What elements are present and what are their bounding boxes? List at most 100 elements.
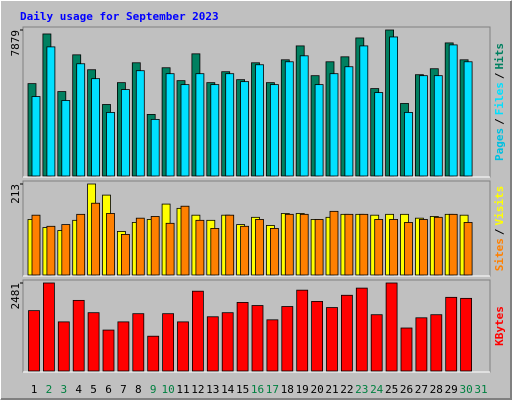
x-tick-label: 23 [355, 383, 368, 396]
bar [269, 228, 279, 276]
bar [370, 314, 383, 372]
bar [61, 224, 71, 276]
bar [314, 84, 324, 177]
bar [162, 313, 175, 372]
bar [266, 319, 279, 372]
bar [344, 66, 354, 177]
legend: Sites / Visits [493, 186, 506, 272]
bar [299, 55, 309, 177]
bar [296, 289, 309, 372]
x-tick-label: 7 [120, 383, 127, 396]
bar [57, 321, 70, 372]
bar [91, 202, 100, 276]
legend-separator: / [493, 118, 506, 125]
bar [281, 306, 294, 372]
bar [448, 44, 458, 177]
bar [180, 205, 190, 276]
bar [61, 100, 71, 177]
x-tick-label: 9 [150, 383, 157, 396]
bar [87, 312, 100, 372]
legend-separator: / [493, 228, 506, 235]
bar [180, 84, 190, 177]
bar [433, 75, 443, 177]
x-tick-label: 11 [176, 383, 189, 396]
bar [284, 61, 294, 177]
x-tick-label: 12 [191, 383, 204, 396]
bar [448, 213, 458, 276]
legend-separator: / [493, 72, 506, 79]
bar [359, 45, 369, 177]
bar [72, 299, 85, 372]
bar [463, 222, 473, 276]
bar [150, 216, 160, 276]
bar [117, 321, 130, 372]
bar [147, 335, 160, 372]
bar [121, 234, 130, 276]
bar [385, 282, 398, 372]
bar [374, 92, 384, 177]
bar [404, 112, 413, 177]
bar [102, 329, 115, 372]
x-tick-label: 4 [75, 383, 82, 396]
bar [299, 213, 309, 276]
bar [76, 213, 86, 276]
x-tick-label: 29 [445, 383, 458, 396]
bar [236, 302, 249, 372]
bar [255, 64, 264, 177]
bar [389, 219, 399, 276]
y-tick-label: 7879 [9, 30, 22, 57]
bar [374, 219, 384, 276]
bar [31, 96, 41, 177]
bar [150, 118, 160, 177]
bar [255, 219, 264, 276]
x-tick-label: 13 [206, 383, 219, 396]
bar [415, 317, 428, 372]
bar [329, 210, 339, 276]
x-tick-label: 2 [46, 383, 53, 396]
legend-entry: Sites [493, 238, 506, 271]
bar [225, 214, 235, 276]
bar [359, 213, 369, 276]
bar [165, 73, 175, 177]
x-tick-label: 19 [296, 383, 309, 396]
bar [284, 213, 294, 276]
legend: KBytes [493, 306, 506, 346]
x-tick-label: 3 [60, 383, 67, 396]
bar [206, 316, 219, 372]
legend-entry: Files [493, 82, 506, 115]
x-tick-label: 26 [400, 383, 413, 396]
bar [329, 73, 339, 177]
x-tick-label: 17 [266, 383, 279, 396]
bar [135, 217, 145, 276]
chart-title: Daily usage for September 2023 [20, 10, 219, 23]
bar [445, 296, 458, 372]
bar [132, 313, 145, 372]
y-tick-label: 213 [9, 184, 22, 204]
x-tick-label: 10 [161, 383, 174, 396]
bar [240, 225, 250, 276]
bar [210, 84, 220, 177]
bar [251, 305, 264, 372]
bar [31, 214, 41, 276]
bar [400, 327, 413, 372]
bar [106, 213, 115, 276]
x-tick-label: 30 [459, 383, 472, 396]
bar [240, 81, 250, 177]
bar [355, 287, 368, 372]
x-tick-label: 6 [105, 383, 112, 396]
bar [460, 297, 473, 372]
bar [210, 228, 220, 276]
bar [269, 84, 279, 177]
bar [195, 219, 205, 276]
bar [221, 312, 234, 372]
x-tick-label: 24 [370, 383, 384, 396]
bar [463, 61, 473, 177]
bar [418, 219, 428, 276]
bar [404, 222, 413, 276]
bar [76, 63, 86, 177]
bar [314, 219, 324, 276]
legend-entry: Pages [493, 128, 506, 161]
legend: Pages / Files / Hits [493, 43, 506, 161]
